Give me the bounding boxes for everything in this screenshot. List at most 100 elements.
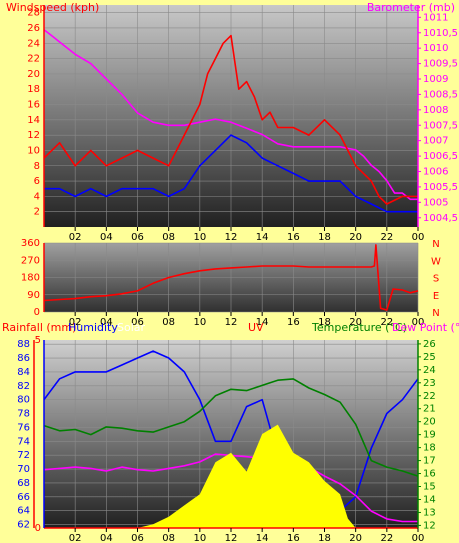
- right-tick-label: 12: [423, 520, 436, 531]
- x-tick-label: 08: [162, 317, 175, 328]
- x-tick-label: 18: [318, 533, 331, 543]
- wind-series: [43, 29, 418, 213]
- right-tick-label: 19: [423, 430, 436, 441]
- left-tick-label: 360: [21, 238, 40, 249]
- left-tick-label: 8: [34, 161, 40, 172]
- x-tick-label: 02: [69, 317, 82, 328]
- left-tick-label: 80: [17, 395, 30, 406]
- compass-label: N: [432, 308, 439, 319]
- x-tick-label: 20: [349, 533, 362, 543]
- right-tick-label: 1009,5: [423, 59, 458, 70]
- x-tick-label: 20: [349, 317, 362, 328]
- uv-title: UV: [248, 321, 264, 334]
- temperature-title: Temperature (°C): [311, 321, 407, 334]
- right-tick-label: 21: [423, 404, 436, 415]
- right-tick-label: 1008,5: [423, 89, 458, 100]
- right-tick-label: 1010,5: [423, 28, 458, 39]
- right-tick-label: 1007,5: [423, 120, 458, 131]
- x-tick-label: 04: [100, 232, 113, 243]
- series-barometer-mb-: [43, 29, 418, 201]
- barometer-title: Barometer (mb): [367, 1, 455, 14]
- left-tick-label: 24: [27, 38, 40, 49]
- left-tick-label: 76: [17, 422, 30, 433]
- x-tick-label: 04: [100, 533, 113, 543]
- x-tick-label: 16: [287, 533, 300, 543]
- right-tick-label: 17: [423, 456, 436, 467]
- x-tick-label: 08: [162, 533, 175, 543]
- solar-area: [44, 424, 418, 528]
- left-tick-label: 90: [27, 290, 40, 301]
- temp-axes: 02 04 06 08 10 12 14 16 18 20 22 00 62 64 66 68 70 72 74 76…: [17, 335, 435, 543]
- series-temperature-c-: [43, 378, 419, 477]
- left-tick-label: 180: [21, 273, 40, 284]
- right-tick-label: 18: [423, 443, 436, 454]
- compass-label: E: [433, 291, 439, 302]
- right-tick-label: 1006,5: [423, 151, 458, 162]
- x-tick-label: 22: [380, 317, 393, 328]
- right-tick-label: 23: [423, 378, 436, 389]
- series-average-kph-: [44, 134, 418, 213]
- x-tick-label: 10: [193, 317, 206, 328]
- series-humidity: [43, 350, 419, 512]
- left-tick-label: 14: [27, 115, 40, 126]
- series-gust-kph-: [43, 34, 418, 205]
- temp-humidity-panel: 02 04 06 08 10 12 14 16 18 20 22 00 62 64 66 68 70 72 74 76…: [2, 321, 459, 543]
- left-tick-label: 68: [17, 478, 30, 489]
- x-tick-label: 18: [318, 232, 331, 243]
- left-tick-label: 78: [17, 409, 30, 420]
- right-tick-label: 1009: [423, 74, 448, 85]
- right-tick-label: 22: [423, 391, 436, 402]
- right-tick-label: 1007: [423, 136, 448, 147]
- right-tick-label: 26: [423, 339, 436, 350]
- left-tick-label: 88: [17, 339, 30, 350]
- right-tick-label: 14: [423, 494, 436, 505]
- humidity-title: Humidity: [68, 321, 118, 334]
- series-direction: [43, 244, 419, 311]
- right-tick-label: 13: [423, 507, 436, 518]
- left-tick-label: 64: [17, 506, 30, 517]
- left-tick-label: 66: [17, 492, 30, 503]
- x-tick-label: 20: [349, 232, 362, 243]
- left-tick-label: 18: [27, 84, 40, 95]
- left-tick-label: 70: [17, 464, 30, 475]
- x-tick-label: 14: [256, 232, 269, 243]
- wind-grid: [44, 5, 419, 227]
- x-tick-label: 04: [100, 317, 113, 328]
- right-tick-label: 20: [423, 417, 436, 428]
- x-tick-label: 06: [131, 533, 144, 543]
- compass-label: N: [432, 239, 439, 250]
- x-tick-label: 02: [69, 533, 82, 543]
- x-tick-label: 00: [412, 533, 425, 543]
- left-tick-label: 84: [17, 367, 30, 378]
- left-tick-label: 74: [17, 436, 30, 447]
- left-tick-label: 12: [27, 130, 40, 141]
- left-tick-label: 72: [17, 450, 30, 461]
- windspeed-title: Windspeed (kph): [6, 1, 99, 14]
- right-tick-label: 1011: [423, 12, 448, 23]
- solar-title: Solar: [117, 321, 146, 334]
- rain-tick-label: 0: [35, 523, 41, 534]
- left-tick-label: 86: [17, 353, 30, 364]
- x-tick-label: 14: [256, 317, 269, 328]
- right-tick-label: 1006: [423, 167, 448, 178]
- x-tick-label: 16: [287, 317, 300, 328]
- right-tick-label: 24: [423, 365, 436, 376]
- right-tick-label: 16: [423, 469, 436, 480]
- left-tick-label: 0: [34, 307, 40, 318]
- left-tick-label: 10: [27, 145, 40, 156]
- left-tick-label: 62: [17, 520, 30, 531]
- left-tick-label: 26: [27, 23, 40, 34]
- x-tick-label: 08: [162, 232, 175, 243]
- x-tick-label: 00: [412, 317, 425, 328]
- left-tick-label: 20: [27, 69, 40, 80]
- right-tick-label: 1010: [423, 43, 448, 54]
- x-tick-label: 00: [412, 232, 425, 243]
- right-tick-label: 25: [423, 352, 436, 363]
- left-tick-label: 22: [27, 54, 40, 65]
- left-tick-label: 6: [34, 176, 40, 187]
- left-tick-label: 270: [21, 255, 40, 266]
- x-tick-label: 18: [318, 317, 331, 328]
- compass-label: W: [431, 256, 441, 267]
- right-tick-label: 1008: [423, 105, 448, 116]
